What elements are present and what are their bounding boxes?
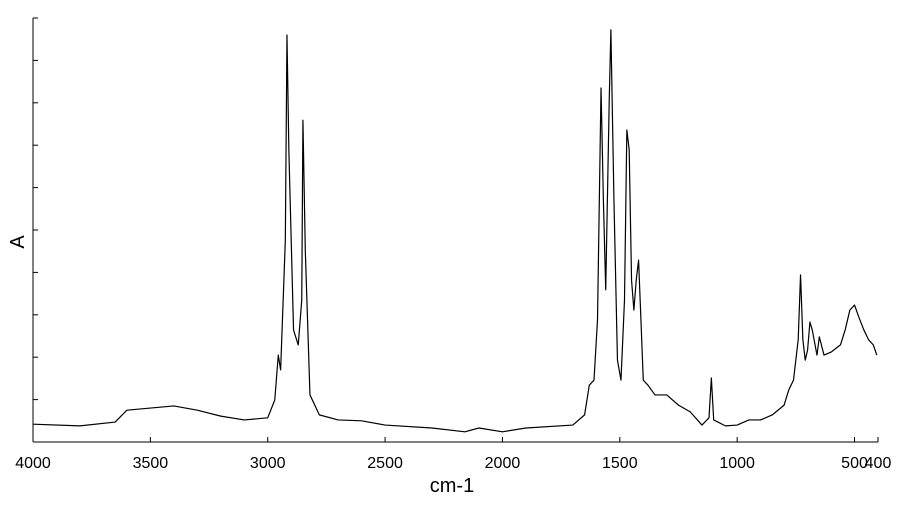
x-tick-label: 1000 <box>719 455 755 472</box>
y-axis-label: A <box>7 235 29 249</box>
x-tick-label: 500 <box>841 455 868 472</box>
x-tick-label: 1500 <box>602 455 638 472</box>
x-tick-label: 3500 <box>133 455 169 472</box>
x-tick-label: 3000 <box>250 455 286 472</box>
x-tick-label: 400 <box>865 455 892 472</box>
x-axis-label: cm-1 <box>430 475 474 497</box>
x-tick-label: 2000 <box>485 455 521 472</box>
spectrum-line <box>32 29 878 433</box>
x-tick-label: 4000 <box>15 455 51 472</box>
x-tick-label: 2500 <box>367 455 403 472</box>
